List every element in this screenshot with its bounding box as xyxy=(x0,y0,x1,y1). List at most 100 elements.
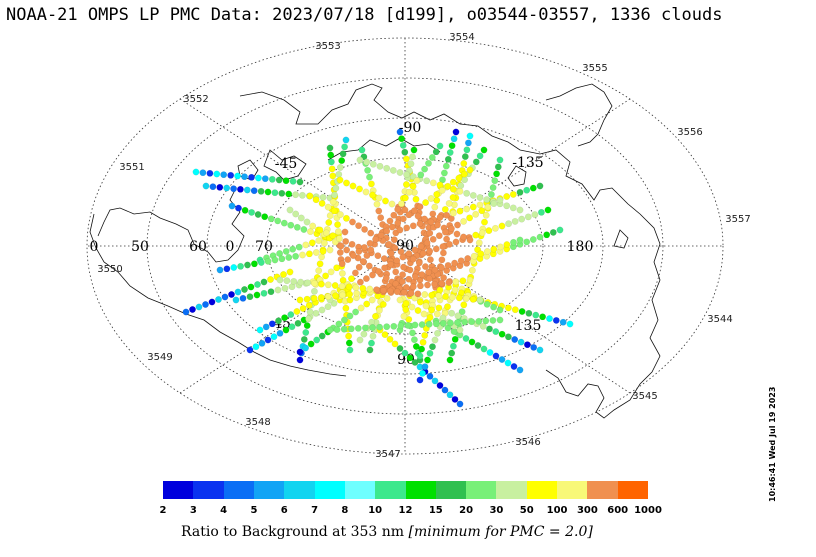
pmc-point xyxy=(455,174,463,182)
pmc-point xyxy=(445,199,453,207)
pmc-point xyxy=(412,343,420,350)
pmc-point xyxy=(441,386,449,394)
pmc-point xyxy=(337,242,345,250)
pmc-point xyxy=(411,246,419,254)
pmc-point xyxy=(353,289,361,297)
pmc-point xyxy=(466,132,474,140)
pmc-point xyxy=(504,359,512,367)
pmc-point xyxy=(280,219,288,227)
pmc-point xyxy=(518,308,526,315)
pmc-point xyxy=(338,282,346,290)
pmc-point xyxy=(426,372,434,380)
grid-label-lat-50: 50 xyxy=(131,239,149,255)
pmc-point xyxy=(310,294,318,302)
pmc-point xyxy=(457,257,465,265)
pmc-point xyxy=(451,335,459,343)
pmc-point xyxy=(425,268,432,276)
pmc-point xyxy=(443,235,450,243)
pmc-point xyxy=(326,246,334,254)
pmc-point xyxy=(450,135,458,143)
pmc-point xyxy=(408,303,416,311)
pmc-point xyxy=(377,214,385,222)
pmc-point xyxy=(313,336,321,344)
pmc-point xyxy=(254,281,261,288)
pmc-point xyxy=(516,206,524,214)
pmc-point xyxy=(464,255,472,262)
pmc-point xyxy=(285,190,293,198)
pmc-point xyxy=(455,294,463,302)
pmc-point xyxy=(503,202,511,210)
pmc-point xyxy=(246,293,254,301)
pmc-point xyxy=(274,217,282,225)
colorbar-swatch xyxy=(526,481,558,499)
pmc-point xyxy=(419,369,426,377)
pmc-point xyxy=(363,300,371,308)
pmc-point xyxy=(496,306,504,314)
pmc-point xyxy=(504,333,512,341)
pmc-point xyxy=(392,280,400,288)
colorbar-tick-label: 12 xyxy=(398,505,413,516)
pmc-point xyxy=(438,256,446,264)
pmc-point xyxy=(318,332,326,340)
pmc-point xyxy=(250,260,258,268)
pmc-point xyxy=(216,266,224,274)
pmc-point xyxy=(329,232,337,240)
pmc-point xyxy=(496,316,504,324)
caption-prefix: Ratio to Background at 353 nm xyxy=(181,524,405,540)
pmc-point xyxy=(349,218,356,226)
pmc-point xyxy=(489,316,497,324)
pmc-point xyxy=(432,320,440,328)
pmc-point xyxy=(496,156,504,164)
pmc-point xyxy=(478,207,486,215)
pmc-point xyxy=(511,217,519,225)
pmc-point xyxy=(549,228,557,236)
pmc-point xyxy=(414,212,422,220)
pmc-point xyxy=(523,238,531,246)
pmc-point xyxy=(434,329,441,337)
pmc-point xyxy=(381,264,388,272)
grid-label-lat-60: 60 xyxy=(189,239,207,255)
pmc-point xyxy=(418,321,426,328)
pmc-point xyxy=(311,279,318,287)
pmc-point xyxy=(264,188,272,196)
pmc-point xyxy=(483,248,491,255)
grid-label-lon-topright: -135 xyxy=(512,155,543,171)
pmc-point xyxy=(257,259,265,266)
pmc-point xyxy=(380,255,388,263)
pmc-point xyxy=(517,338,525,346)
pmc-point xyxy=(434,221,441,229)
pmc-point xyxy=(401,206,409,214)
pmc-point xyxy=(498,222,506,230)
pmc-point xyxy=(306,228,314,236)
pmc-point xyxy=(340,316,348,324)
pmc-point xyxy=(202,301,209,308)
pmc-point xyxy=(361,225,368,233)
pmc-point xyxy=(484,203,492,211)
pmc-point xyxy=(474,342,482,349)
pmc-point xyxy=(373,200,381,208)
colorbar-tick-label: 5 xyxy=(250,505,258,516)
pmc-point xyxy=(460,217,467,225)
pmc-point xyxy=(241,286,248,293)
pmc-point xyxy=(524,341,531,349)
pmc-point xyxy=(326,212,334,220)
pmc-point xyxy=(435,292,442,300)
pmc-point xyxy=(429,179,437,187)
pmc-point xyxy=(264,336,272,344)
pmc-point xyxy=(476,152,484,160)
pmc-point xyxy=(481,218,488,226)
pmc-point xyxy=(491,224,499,232)
pmc-point xyxy=(457,182,465,190)
pmc-point xyxy=(319,193,327,201)
pmc-point xyxy=(510,363,518,370)
pmc-point xyxy=(516,188,524,196)
pmc-point xyxy=(552,316,560,324)
pmc-point xyxy=(351,269,359,277)
pmc-point xyxy=(352,308,359,316)
pmc-point xyxy=(543,231,551,239)
pmc-point xyxy=(476,201,484,209)
graticule xyxy=(86,37,724,455)
pmc-point xyxy=(344,256,352,263)
colorbar-tick-label: 4 xyxy=(220,505,228,516)
colorbar-tick-label: 600 xyxy=(607,505,629,516)
